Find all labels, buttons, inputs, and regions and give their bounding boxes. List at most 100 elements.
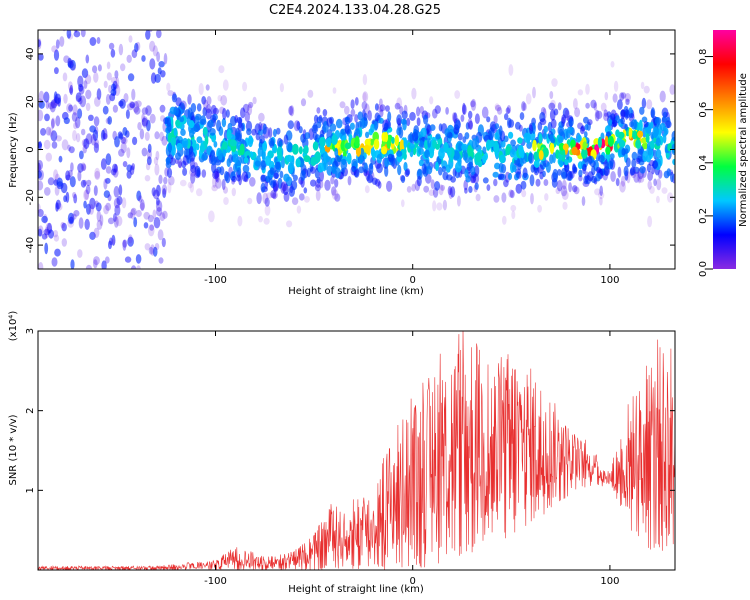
heatmap-cell xyxy=(649,185,655,194)
heatmap-cell xyxy=(211,184,218,192)
heatmap-cell xyxy=(396,97,403,110)
colorbar-tick-label: 0.4 xyxy=(698,155,709,171)
heatmap-cell xyxy=(221,141,228,150)
heatmap-cell xyxy=(387,111,392,123)
heatmap-cell xyxy=(223,197,229,205)
heatmap-cell xyxy=(649,140,655,149)
heatmap-cell xyxy=(48,229,54,239)
heatmap-cell xyxy=(252,96,257,105)
heatmap-cell xyxy=(655,148,662,159)
heatmap-cell xyxy=(464,169,469,178)
heatmap-cell xyxy=(374,112,380,122)
heatmap-cell xyxy=(103,205,109,215)
heatmap-cell xyxy=(161,135,168,146)
heatmap-cell xyxy=(311,124,319,134)
heatmap-cell xyxy=(180,128,186,136)
heatmap-cell xyxy=(281,181,288,192)
heatmap-cell xyxy=(124,256,132,263)
heatmap-cell xyxy=(269,167,275,176)
heatmap-cell xyxy=(120,141,127,154)
snr-trace xyxy=(38,331,675,570)
heatmap-cell xyxy=(114,204,121,216)
heatmap-cell xyxy=(41,215,48,223)
heatmap-cell xyxy=(38,38,42,50)
heatmap-cell xyxy=(362,74,368,86)
heatmap-cell xyxy=(108,240,112,250)
heatmap-cell xyxy=(56,177,63,187)
heatmap-cell xyxy=(69,84,74,96)
heatmap-cell xyxy=(104,256,110,264)
heatmap-cell xyxy=(310,179,317,187)
heatmap-cell xyxy=(273,156,278,164)
heatmap-x-tick-label: -100 xyxy=(204,275,227,286)
heatmap-cell xyxy=(141,117,148,127)
heatmap-cell xyxy=(578,169,583,178)
heatmap-cell xyxy=(640,81,645,90)
heatmap-cell xyxy=(381,146,388,155)
heatmap-cell xyxy=(472,173,480,184)
heatmap-cell xyxy=(300,170,306,181)
heatmap-cell xyxy=(658,169,663,179)
heatmap-cell xyxy=(110,48,116,58)
heatmap-cell xyxy=(51,45,58,53)
heatmap-cell xyxy=(164,20,168,27)
heatmap-cell xyxy=(304,132,311,140)
heatmap-cell xyxy=(354,97,359,106)
heatmap-cell xyxy=(447,132,453,139)
heatmap-cell xyxy=(275,127,281,135)
heatmap-cell xyxy=(286,141,293,153)
heatmap-cell xyxy=(247,135,254,148)
heatmap-cell xyxy=(280,182,286,194)
heatmap-cell xyxy=(322,109,328,117)
heatmap-cell xyxy=(135,254,142,264)
heatmap-cell xyxy=(566,126,574,134)
heatmap-cell xyxy=(158,257,164,264)
heatmap-cell xyxy=(599,196,603,206)
heatmap-cell xyxy=(303,155,311,163)
heatmap-cell xyxy=(508,64,514,76)
heatmap-cell xyxy=(624,93,631,102)
heatmap-cell xyxy=(82,163,87,171)
heatmap-cell xyxy=(144,131,150,141)
heatmap-cell xyxy=(510,204,517,212)
heatmap-cell xyxy=(83,80,88,89)
heatmap-cell xyxy=(454,90,461,99)
heatmap-cell xyxy=(397,164,402,176)
heatmap-cell xyxy=(384,157,389,168)
heatmap-cell xyxy=(474,165,480,177)
heatmap-cell xyxy=(81,128,86,136)
heatmap-cell xyxy=(587,171,594,182)
heatmap-cell xyxy=(538,150,544,161)
heatmap-cell xyxy=(70,259,75,269)
heatmap-cell xyxy=(92,129,99,142)
heatmap-cell xyxy=(130,265,137,269)
heatmap-cell xyxy=(583,175,589,185)
heatmap-cell xyxy=(38,228,43,237)
heatmap-cell xyxy=(96,37,101,44)
snr-line xyxy=(38,331,675,570)
heatmap-cell xyxy=(626,109,630,119)
heatmap-cell xyxy=(411,183,416,192)
heatmap-cell xyxy=(506,105,512,114)
heatmap-cell xyxy=(86,179,92,187)
heatmap-cell xyxy=(220,95,228,106)
heatmap-cell xyxy=(276,146,282,158)
heatmap-cell xyxy=(463,179,469,191)
heatmap-cell xyxy=(519,112,525,121)
heatmap-cell xyxy=(127,103,134,111)
heatmap-cell xyxy=(620,109,626,120)
heatmap-cell xyxy=(350,99,355,109)
heatmap-cell xyxy=(134,42,139,53)
heatmap-cell xyxy=(145,162,151,171)
heatmap-cell xyxy=(186,154,192,164)
heatmap-cell xyxy=(40,127,47,136)
heatmap-cell xyxy=(84,189,89,200)
heatmap-cell xyxy=(661,116,667,123)
heatmap-cell xyxy=(44,242,49,255)
heatmap-cell xyxy=(156,207,163,217)
heatmap-cell xyxy=(139,202,145,210)
heatmap-cell xyxy=(486,184,491,192)
heatmap-cell xyxy=(493,178,498,187)
heatmap-cell xyxy=(141,116,149,128)
heatmap-cell xyxy=(107,116,112,125)
